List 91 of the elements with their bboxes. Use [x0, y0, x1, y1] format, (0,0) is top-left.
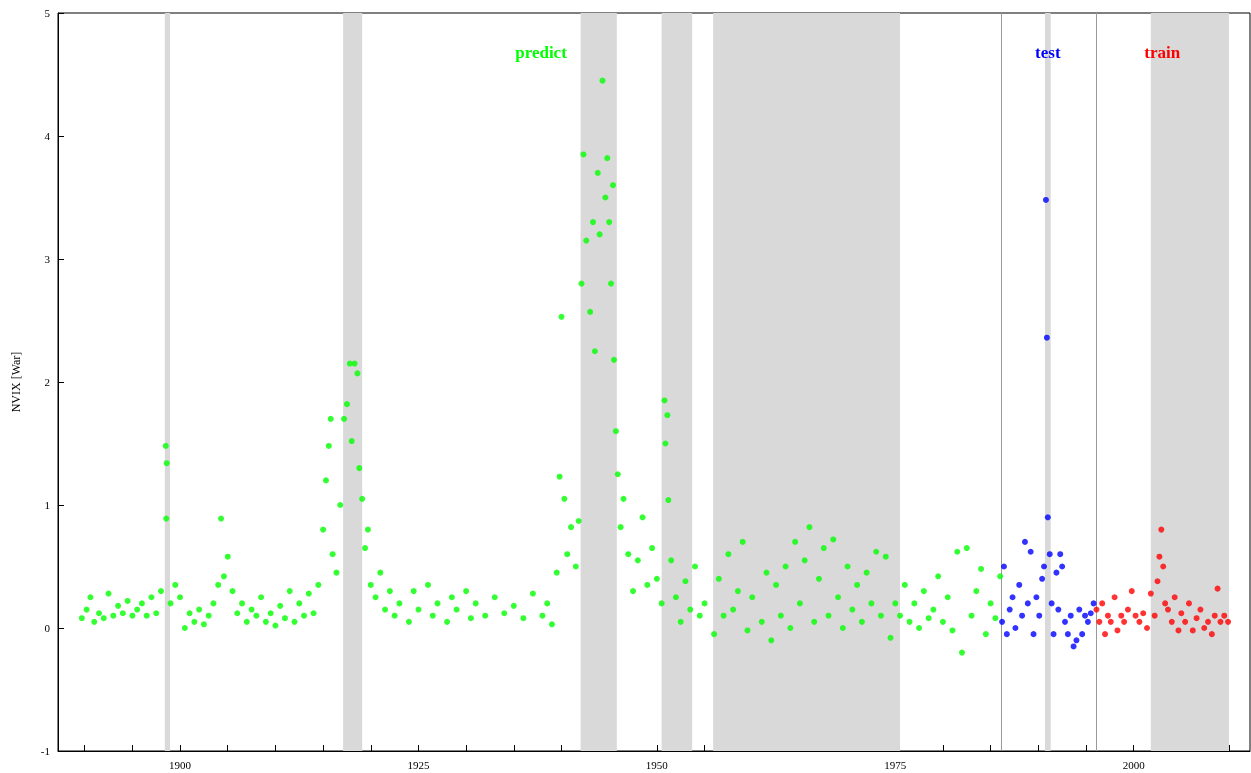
point	[1104, 612, 1111, 619]
point	[1041, 563, 1048, 570]
point	[1016, 581, 1023, 588]
point	[1033, 594, 1040, 601]
point	[1024, 600, 1031, 607]
point	[1050, 631, 1057, 638]
point	[1107, 618, 1114, 625]
text: predict	[515, 42, 568, 62]
point	[1154, 578, 1161, 585]
x-tick-label: 1900	[169, 758, 192, 771]
point	[1156, 553, 1163, 560]
point	[1019, 612, 1026, 619]
point	[1111, 594, 1118, 601]
point	[1096, 618, 1103, 625]
point	[1009, 594, 1016, 601]
point	[1030, 631, 1037, 638]
point	[1211, 612, 1218, 619]
point	[1043, 334, 1050, 341]
y-tick-label: 0	[44, 622, 51, 634]
point	[1165, 606, 1171, 613]
text: train	[1144, 42, 1181, 62]
point	[1144, 625, 1151, 631]
point	[1178, 610, 1185, 617]
point	[1048, 600, 1055, 607]
point	[999, 618, 1006, 625]
point	[1193, 615, 1200, 622]
point	[1036, 612, 1043, 619]
point	[1070, 643, 1077, 650]
point	[1012, 625, 1019, 631]
point	[1182, 618, 1189, 625]
y-axis-title: NVIX [War]	[9, 351, 23, 413]
point	[1201, 625, 1208, 631]
point	[1140, 610, 1147, 617]
y-tick-label: 5	[44, 7, 51, 19]
point	[1082, 612, 1089, 619]
point	[1168, 618, 1175, 625]
point	[1059, 563, 1066, 570]
point	[1093, 606, 1100, 613]
point	[1147, 590, 1154, 597]
point	[1062, 618, 1068, 625]
point	[1221, 612, 1228, 619]
point	[1208, 631, 1215, 638]
point	[1225, 618, 1232, 625]
point	[1217, 618, 1224, 625]
point	[1189, 627, 1196, 634]
point	[1158, 526, 1165, 533]
point	[1160, 563, 1167, 570]
y-tick-label: 3	[44, 253, 51, 265]
point	[1079, 631, 1086, 638]
point	[1000, 563, 1007, 570]
point	[1084, 618, 1091, 625]
point	[1197, 606, 1204, 613]
point	[1171, 594, 1178, 601]
point	[1121, 618, 1128, 625]
point	[1039, 575, 1046, 582]
point	[1124, 606, 1131, 613]
point	[1214, 585, 1221, 592]
point	[1132, 612, 1139, 619]
point	[1053, 569, 1060, 576]
point	[1114, 627, 1121, 634]
point	[1064, 631, 1071, 638]
x-tick-label: 1925	[407, 758, 430, 771]
point	[1151, 612, 1158, 619]
point	[1118, 612, 1125, 619]
point	[1102, 631, 1109, 638]
point	[1027, 548, 1034, 555]
point	[1185, 600, 1192, 607]
x-tick-label: 1975	[884, 758, 907, 771]
point	[1046, 551, 1053, 558]
point	[1128, 588, 1135, 595]
point	[1057, 551, 1064, 558]
point	[1087, 610, 1094, 617]
point	[1044, 514, 1051, 521]
point	[1003, 631, 1010, 638]
text: test	[1035, 42, 1061, 62]
point	[1021, 538, 1028, 545]
point	[1205, 618, 1212, 625]
point	[1099, 600, 1106, 607]
point	[1073, 637, 1080, 644]
point	[1175, 627, 1182, 634]
point	[1162, 600, 1169, 607]
y-tick-label: 2	[44, 376, 50, 388]
x-tick-label: 1950	[645, 758, 669, 771]
x-tick-label: 2000	[1122, 758, 1146, 771]
y-tick-label: -1	[40, 745, 50, 757]
point	[1067, 612, 1074, 619]
point	[1136, 618, 1143, 625]
y-tick-label: 1	[44, 499, 50, 511]
point	[1090, 600, 1097, 607]
y-tick-label: 4	[44, 130, 51, 142]
point	[1042, 196, 1049, 203]
